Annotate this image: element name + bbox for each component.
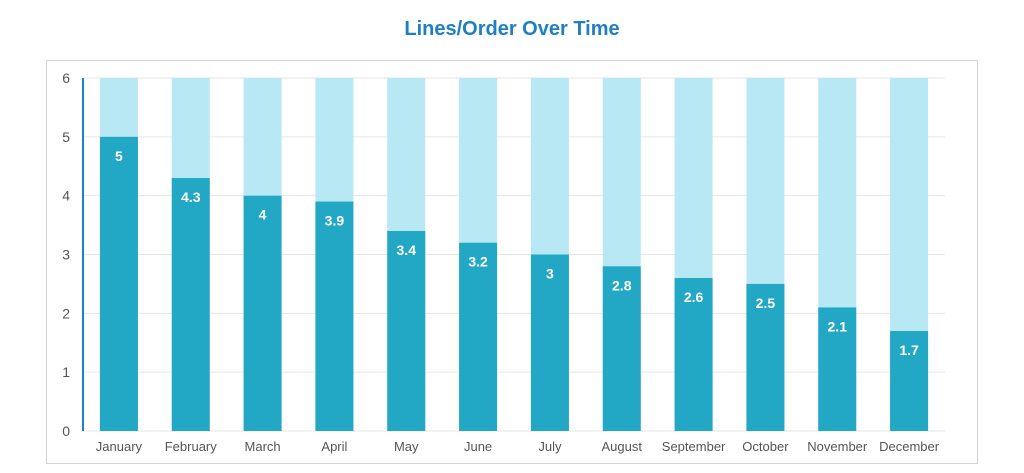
bar-8 (674, 278, 713, 431)
x-tick-label-11: December (879, 439, 940, 454)
bar-3 (315, 201, 354, 431)
bar-5 (459, 242, 498, 431)
bar-7 (602, 266, 641, 431)
bar-9 (746, 283, 785, 431)
x-tick-label-6: July (538, 439, 562, 454)
x-tick-label-2: March (245, 439, 281, 454)
data-label-2: 4 (259, 207, 267, 223)
bar-11 (890, 330, 929, 431)
data-label-10: 2.1 (828, 318, 848, 334)
y-tick-label-5: 5 (62, 129, 70, 145)
y-tick-label-3: 3 (62, 247, 70, 263)
bar-10 (818, 307, 857, 431)
y-tick-label-6: 6 (62, 70, 70, 86)
data-label-0: 5 (115, 148, 123, 164)
x-tick-label-3: April (321, 439, 347, 454)
x-tick-label-8: September (662, 439, 726, 454)
bar-2 (243, 195, 282, 431)
data-label-6: 3 (546, 266, 554, 282)
chart-frame (46, 60, 978, 464)
x-tick-label-10: November (807, 439, 868, 454)
x-tick-label-5: June (464, 439, 492, 454)
data-label-9: 2.5 (756, 295, 776, 311)
y-tick-label-4: 4 (62, 188, 70, 204)
data-label-4: 3.4 (397, 242, 417, 258)
x-tick-label-0: January (96, 439, 143, 454)
y-tick-label-1: 1 (62, 364, 70, 380)
x-tick-label-4: May (394, 439, 419, 454)
data-label-5: 3.2 (468, 254, 488, 270)
data-label-11: 1.7 (899, 342, 919, 358)
x-tick-label-7: August (602, 439, 643, 454)
data-label-8: 2.6 (684, 289, 704, 305)
y-tick-label-0: 0 (62, 423, 70, 439)
x-tick-label-9: October (742, 439, 789, 454)
bar-4 (387, 230, 426, 431)
data-label-7: 2.8 (612, 277, 632, 293)
bar-0 (99, 136, 138, 432)
data-label-1: 4.3 (181, 189, 201, 205)
x-tick-label-1: February (165, 439, 218, 454)
bar-1 (171, 178, 210, 431)
y-tick-label-2: 2 (62, 305, 70, 321)
chart-title: Lines/Order Over Time (404, 18, 620, 40)
data-label-3: 3.9 (325, 213, 345, 229)
bar-6 (530, 254, 569, 431)
